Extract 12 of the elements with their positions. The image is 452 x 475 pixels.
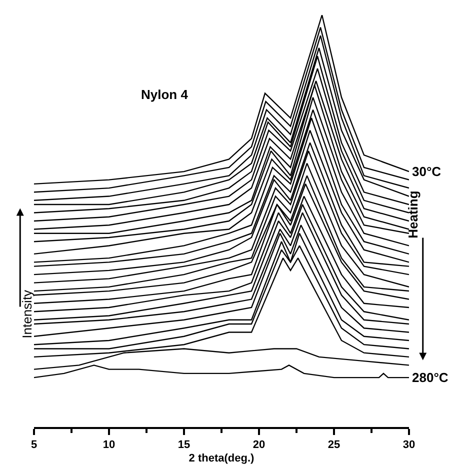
x-tick-label: 15	[178, 438, 190, 451]
x-tick-label: 25	[328, 438, 340, 451]
annotation: Heating	[405, 190, 420, 238]
annotation: 280°C	[412, 370, 449, 385]
x-tick-label: 20	[252, 438, 266, 451]
y-axis-title: Intensity	[19, 289, 34, 338]
x-tick-label: 10	[102, 438, 116, 451]
x-tick-label: 5	[30, 438, 38, 451]
annotation: 30°C	[412, 164, 442, 179]
annotation: Nylon 4	[141, 87, 189, 102]
x-tick-label: 30	[402, 438, 416, 451]
x-axis-title: 2 theta(deg.)	[188, 452, 255, 465]
